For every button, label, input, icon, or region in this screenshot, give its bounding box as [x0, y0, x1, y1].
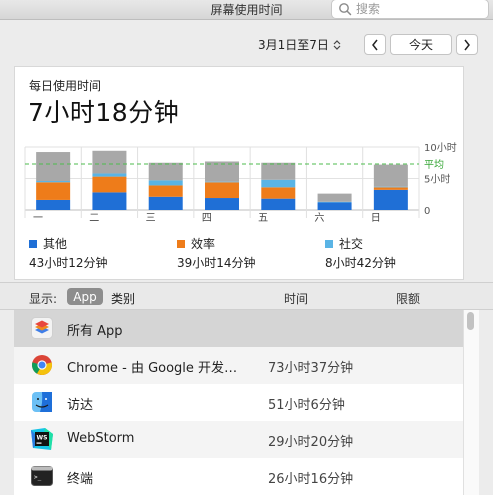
bar-segment — [373, 164, 408, 187]
table-header: 显示: App 类别 时间 限额 — [0, 282, 493, 310]
legend-other: 其他 — [29, 235, 67, 252]
bar-segment — [261, 198, 296, 210]
finder-icon — [32, 392, 52, 412]
legend-productivity-total: 39小时14分钟 — [177, 256, 256, 270]
title-bar: 屏幕使用时间 — [0, 0, 493, 20]
average-label: 平均 — [424, 159, 444, 171]
terminal-icon: >_ — [31, 466, 53, 486]
x-tick-label: 四 — [202, 213, 212, 224]
app-time: 51小时6分钟 — [268, 398, 345, 413]
bar-segment — [205, 198, 239, 210]
bar-segment — [92, 192, 127, 210]
y-tick-label: 10小时 — [424, 142, 457, 154]
usage-bar-chart: 一 二 三 四 五 六 日 平均 10小时 5小时 0 — [24, 142, 457, 224]
legend-social-total: 8小时42分钟 — [325, 256, 396, 270]
legend-social-swatch — [325, 240, 333, 248]
bar-segment — [317, 202, 352, 210]
x-tick-label: 五 — [258, 213, 268, 224]
x-tick-label: 二 — [89, 213, 99, 224]
date-range-label: 3月1日至7日 — [258, 38, 329, 52]
legend-social: 社交 — [325, 235, 363, 252]
legend-productivity-label: 效率 — [191, 237, 216, 251]
bar-segment — [148, 180, 183, 186]
all-apps-icon — [31, 317, 53, 339]
app-time: 26小时16分钟 — [268, 472, 354, 487]
bar-segment — [36, 199, 71, 210]
bar-segment — [373, 189, 408, 210]
segment-app[interactable]: App — [67, 288, 103, 305]
date-navigation: 3月1日至7日 今天 — [0, 34, 493, 56]
bar-segment — [92, 150, 127, 174]
column-header-time[interactable]: 时间 — [284, 292, 309, 306]
app-name: 访达 — [67, 398, 94, 413]
chevron-right-icon — [464, 39, 470, 50]
legend-social-label: 社交 — [339, 237, 364, 251]
previous-week-button[interactable] — [364, 34, 386, 55]
legend-other-label: 其他 — [43, 237, 68, 251]
bar-segment — [205, 161, 239, 182]
list-item-terminal[interactable]: >_ 终端 26小时16分钟 — [14, 458, 464, 495]
app-name: 终端 — [67, 472, 94, 487]
next-week-button[interactable] — [456, 34, 478, 55]
bar-segment — [205, 181, 239, 183]
bar-segment — [36, 152, 71, 182]
legend-other-total: 43小时12分钟 — [29, 256, 108, 270]
bar-segment — [148, 185, 183, 197]
today-button[interactable]: 今天 — [390, 34, 452, 55]
bar-segment — [92, 173, 127, 177]
bar-segment — [148, 162, 183, 181]
bar-segment — [261, 187, 296, 199]
list-item-chrome[interactable]: Chrome - 由 Google 开发的… 73小时37分钟 — [14, 347, 464, 384]
svg-text:>_: >_ — [34, 474, 42, 481]
x-tick-label: 日 — [371, 213, 381, 224]
bar-segment — [317, 201, 352, 203]
app-name: WebStorm — [67, 431, 135, 446]
list-item-webstorm[interactable]: WS WebStorm 29小时20分钟 — [14, 421, 464, 458]
window-edge — [479, 310, 493, 495]
bar-segment — [205, 182, 239, 199]
window-title: 屏幕使用时间 — [210, 3, 283, 17]
list-item-finder[interactable]: 访达 51小时6分钟 — [14, 384, 464, 421]
bar-segment — [373, 187, 408, 190]
bar-segment — [36, 182, 71, 200]
bar-segment — [261, 179, 296, 188]
bar-segment — [36, 181, 71, 183]
column-header-limit[interactable]: 限额 — [396, 292, 421, 306]
x-tick-label: 三 — [146, 213, 156, 224]
search-icon — [339, 3, 352, 16]
scrollbar-thumb[interactable] — [467, 312, 474, 330]
daily-usage-total: 7小时18分钟 — [28, 98, 180, 127]
updown-chevron-icon — [333, 39, 341, 50]
chevron-left-icon — [372, 39, 378, 50]
y-tick-label: 5小时 — [424, 174, 450, 186]
bar-segment — [373, 186, 408, 188]
date-range-select[interactable]: 3月1日至7日 — [258, 36, 341, 53]
show-label: 显示: — [29, 292, 58, 306]
app-time: 73小时37分钟 — [268, 361, 354, 376]
bar-segment — [261, 162, 296, 180]
bar-segment — [92, 176, 127, 193]
segment-category[interactable]: 类别 — [111, 292, 136, 306]
search-input[interactable] — [356, 2, 476, 16]
chrome-icon — [31, 355, 53, 376]
y-tick-label: 0 — [424, 206, 430, 217]
search-field[interactable] — [331, 0, 489, 19]
app-name: Chrome - 由 Google 开发的… — [67, 361, 247, 376]
app-time: 29小时20分钟 — [268, 435, 354, 450]
x-tick-label: 一 — [33, 213, 43, 224]
scrollbar-track[interactable] — [463, 310, 479, 495]
legend-productivity-swatch — [177, 240, 185, 248]
x-tick-label: 六 — [314, 212, 324, 224]
list-item-all-apps[interactable]: 所有 App — [14, 310, 464, 347]
app-name: 所有 App — [67, 324, 123, 339]
bar-segment — [317, 193, 352, 202]
daily-usage-label: 每日使用时间 — [29, 79, 102, 93]
legend-other-swatch — [29, 240, 37, 248]
legend-productivity: 效率 — [177, 235, 215, 252]
daily-usage-panel: 每日使用时间 7小时18分钟 一 二 三 四 五 六 日 平均 10小时 5小时 0 其他 43小时… — [14, 66, 464, 280]
svg-text:WS: WS — [37, 435, 48, 442]
app-usage-list: 所有 App Chrome - 由 Google 开发的… 73小时37分钟 访… — [14, 310, 464, 495]
webstorm-icon: WS — [31, 428, 53, 450]
bar-segment — [148, 196, 183, 210]
